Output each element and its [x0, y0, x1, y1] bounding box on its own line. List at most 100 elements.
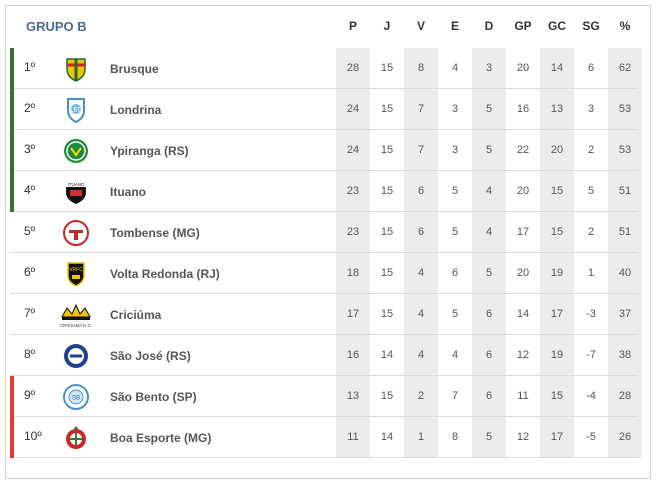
stat-d: 4 [485, 185, 493, 197]
position-label: 6º [24, 265, 36, 279]
team-name[interactable]: Ituano [110, 185, 146, 199]
stat-j: 15 [380, 62, 394, 74]
stat-v: 2 [417, 390, 425, 402]
stat-p: 28 [346, 62, 360, 74]
position-label: 5º [24, 224, 36, 238]
stat-v: 1 [417, 431, 425, 443]
stat-p: 24 [346, 144, 360, 156]
promotion-zone-marker [10, 171, 14, 212]
stat-sg: 3 [587, 103, 595, 115]
stat-pct: 51 [618, 226, 632, 238]
promotion-zone-marker [10, 130, 14, 171]
position-label: 3º [24, 142, 36, 156]
team-name[interactable]: Tombense (MG) [110, 226, 200, 240]
stat-p: 11 [347, 431, 359, 443]
stat-d: 4 [485, 226, 493, 238]
table-row[interactable]: 7º CRICIÚMA E.C. Criciúma 17 15 4 5 6 14 17 -3 37 [10, 294, 638, 335]
criciuma-crest-icon: CRICIÚMA E.C. [60, 301, 92, 329]
sao-bento-crest-icon: SB [62, 383, 90, 411]
table-row[interactable]: 5º Tombense (MG) 23 15 6 5 4 17 15 2 51 [10, 212, 638, 253]
brusque-crest-icon [62, 55, 90, 83]
header-gc[interactable]: GC [548, 19, 566, 33]
stat-gc: 17 [550, 308, 564, 320]
header-pct[interactable]: % [619, 19, 631, 33]
stat-e: 4 [451, 349, 459, 361]
stat-gc: 19 [550, 349, 564, 361]
table-row[interactable]: 1º Brusque 28 15 8 4 3 20 14 6 62 [10, 48, 638, 89]
stat-gc: 15 [550, 226, 564, 238]
stat-j: 15 [380, 103, 394, 115]
stat-gc: 14 [550, 62, 564, 74]
team-name[interactable]: Ypiranga (RS) [110, 144, 189, 158]
table-row[interactable]: 2º LEC Londrina 24 15 7 3 5 16 13 3 53 [10, 89, 638, 130]
stat-p: 18 [346, 267, 360, 279]
stat-sg: 2 [587, 144, 595, 156]
stat-pct: 53 [618, 103, 632, 115]
header-v[interactable]: V [416, 19, 425, 33]
stat-d: 6 [485, 390, 493, 402]
stat-gp: 17 [516, 226, 530, 238]
team-name[interactable]: Boa Esporte (MG) [110, 431, 212, 445]
stat-sg: -7 [586, 349, 596, 361]
stat-p: 24 [346, 103, 360, 115]
column-shade-pct [608, 48, 642, 458]
stat-pct: 51 [618, 185, 632, 197]
column-shade-p [336, 48, 370, 458]
stat-p: 23 [346, 226, 360, 238]
stat-pct: 53 [618, 144, 632, 156]
stat-sg: 5 [587, 185, 595, 197]
stat-sg: -5 [586, 431, 596, 443]
stat-e: 3 [451, 103, 459, 115]
header-j[interactable]: J [383, 19, 391, 33]
table-row[interactable]: 10º Boa Esporte (MG) 11 14 1 8 5 12 17 -5 26 [10, 417, 638, 458]
stat-e: 3 [451, 144, 459, 156]
stat-gc: 17 [550, 431, 564, 443]
stat-p: 23 [346, 185, 360, 197]
team-name[interactable]: São Bento (SP) [110, 390, 197, 404]
team-name[interactable]: São José (RS) [110, 349, 191, 363]
header-p[interactable]: P [348, 19, 357, 33]
header-gp[interactable]: GP [514, 19, 532, 33]
stat-gp: 12 [516, 349, 530, 361]
table-row[interactable]: 3º Ypiranga (RS) 24 15 7 3 5 22 20 2 53 [10, 130, 638, 171]
team-name[interactable]: Volta Redonda (RJ) [110, 267, 220, 281]
stat-v: 8 [417, 62, 425, 74]
table-row[interactable]: 9º SB São Bento (SP) 13 15 2 7 6 11 15 -4 28 [10, 376, 638, 417]
table-row[interactable]: 4º ITUANO Ituano 23 15 6 5 4 20 15 5 51 [10, 171, 638, 212]
stat-pct: 40 [618, 267, 632, 279]
table-row[interactable]: 8º São José (RS) 16 14 4 4 6 12 19 -7 38 [10, 335, 638, 376]
header-sg[interactable]: SG [582, 19, 600, 33]
stat-j: 15 [380, 308, 394, 320]
stat-v: 6 [417, 185, 425, 197]
team-name[interactable]: Criciúma [110, 308, 162, 322]
stat-v: 6 [417, 226, 425, 238]
stat-gp: 20 [516, 185, 530, 197]
stat-j: 15 [380, 390, 394, 402]
stat-p: 13 [346, 390, 360, 402]
ypiranga-crest-icon [62, 137, 90, 165]
promotion-zone-marker [10, 89, 14, 130]
stat-j: 15 [380, 185, 394, 197]
stat-j: 15 [380, 226, 394, 238]
stat-pct: 28 [618, 390, 632, 402]
stat-e: 5 [451, 226, 459, 238]
ituano-crest-icon: ITUANO [62, 178, 90, 206]
stat-v: 4 [417, 267, 425, 279]
stat-d: 6 [485, 308, 493, 320]
stat-gc: 20 [550, 144, 564, 156]
team-name[interactable]: Londrina [110, 103, 162, 117]
position-label: 2º [24, 101, 36, 115]
stat-e: 4 [451, 62, 459, 74]
header-e[interactable]: E [450, 19, 459, 33]
team-name[interactable]: Brusque [110, 62, 159, 76]
column-shade-gc [540, 48, 574, 458]
stat-e: 7 [451, 390, 459, 402]
stat-sg: 2 [587, 226, 595, 238]
svg-text:LEC: LEC [70, 108, 82, 114]
stat-j: 15 [380, 144, 394, 156]
stat-d: 5 [485, 267, 493, 279]
header-d[interactable]: D [484, 19, 494, 33]
table-row[interactable]: 6º VRFC Volta Redonda (RJ) 18 15 4 6 5 20 19 1 40 [10, 253, 638, 294]
position-label: 8º [24, 347, 36, 361]
stat-gp: 22 [516, 144, 530, 156]
